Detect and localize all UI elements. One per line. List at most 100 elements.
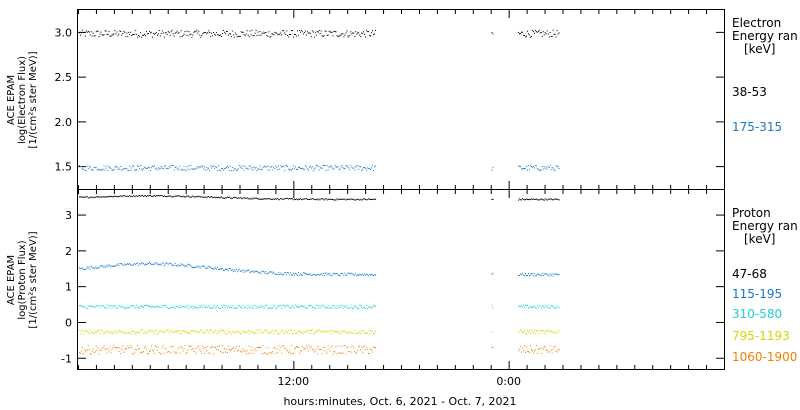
data-point <box>152 263 154 265</box>
data-point <box>251 29 253 31</box>
data-point <box>373 169 374 171</box>
data-point <box>290 198 292 200</box>
data-point <box>316 198 318 200</box>
data-point <box>324 330 326 332</box>
data-point <box>321 167 323 169</box>
data-point <box>245 33 247 35</box>
data-point <box>520 306 522 308</box>
data-point <box>131 346 133 348</box>
data-point <box>147 331 148 333</box>
data-point <box>328 166 330 168</box>
data-point <box>555 273 557 275</box>
data-point <box>220 34 221 36</box>
data-point <box>327 331 329 333</box>
data-point <box>264 165 266 167</box>
data-point <box>366 305 368 306</box>
data-point <box>116 264 118 266</box>
data-point <box>227 196 229 198</box>
data-point <box>94 330 96 332</box>
data-point <box>98 36 100 38</box>
data-point <box>524 307 525 309</box>
data-point <box>307 350 309 352</box>
data-point <box>352 199 354 200</box>
svg-text:[1/(cm²s ster MeV)]: [1/(cm²s ster MeV)] <box>28 51 39 148</box>
data-point <box>161 195 163 197</box>
data-point <box>549 330 551 332</box>
data-point <box>557 274 559 276</box>
data-point <box>330 199 332 201</box>
data-point <box>551 166 553 168</box>
data-point <box>299 199 300 200</box>
data-point <box>311 329 313 331</box>
data-point <box>297 168 298 170</box>
data-point <box>212 345 214 347</box>
data-point <box>157 306 159 308</box>
data-point <box>235 330 237 332</box>
data-point <box>190 33 192 35</box>
data-point <box>186 332 188 334</box>
data-point <box>316 165 318 167</box>
data-point <box>139 195 141 196</box>
data-point <box>204 31 206 33</box>
data-point <box>249 271 251 273</box>
data-point <box>116 31 118 33</box>
data-point <box>317 165 319 167</box>
data-point <box>220 350 221 352</box>
data-point <box>550 198 552 200</box>
data-point <box>301 305 303 307</box>
data-point <box>240 351 242 353</box>
data-point <box>105 331 107 333</box>
data-point <box>205 268 207 270</box>
data-point <box>252 353 254 354</box>
data-point <box>337 345 339 347</box>
data-point <box>213 306 215 308</box>
data-point <box>536 331 538 332</box>
data-point <box>311 30 313 32</box>
data-point <box>307 305 309 307</box>
data-point <box>230 197 232 199</box>
data-point <box>174 262 176 264</box>
data-point <box>362 308 364 310</box>
data-point <box>242 197 244 199</box>
data-point <box>349 273 351 275</box>
data-point <box>149 194 150 196</box>
data-point <box>332 332 334 334</box>
data-point <box>244 197 246 199</box>
data-point <box>97 347 99 349</box>
data-point <box>491 331 493 333</box>
data-point <box>115 347 117 349</box>
data-point <box>265 346 267 348</box>
data-point <box>173 350 175 352</box>
data-point <box>491 32 493 33</box>
data-point <box>140 32 142 34</box>
data-point <box>208 352 210 354</box>
data-point <box>230 349 232 351</box>
data-point <box>548 167 550 168</box>
data-point <box>369 168 371 170</box>
data-point <box>295 347 296 349</box>
data-point <box>296 35 297 37</box>
data-point <box>491 273 493 275</box>
data-point <box>103 34 105 36</box>
data-point <box>340 333 342 335</box>
data-point <box>540 32 542 34</box>
data-point <box>244 331 246 333</box>
data-point <box>311 306 313 308</box>
data-point <box>192 330 194 332</box>
data-point <box>197 331 199 332</box>
data-point <box>556 30 558 32</box>
data-point <box>161 30 163 32</box>
data-point <box>325 332 327 333</box>
data-point <box>119 347 121 349</box>
data-point <box>286 305 288 307</box>
data-point <box>143 332 144 334</box>
data-point <box>241 31 243 33</box>
data-point <box>355 352 357 354</box>
data-point <box>334 199 336 201</box>
data-point <box>237 331 239 333</box>
data-point <box>191 330 193 332</box>
data-point <box>300 198 301 200</box>
data-point <box>78 329 80 331</box>
data-point <box>97 267 99 269</box>
data-point <box>106 352 108 354</box>
